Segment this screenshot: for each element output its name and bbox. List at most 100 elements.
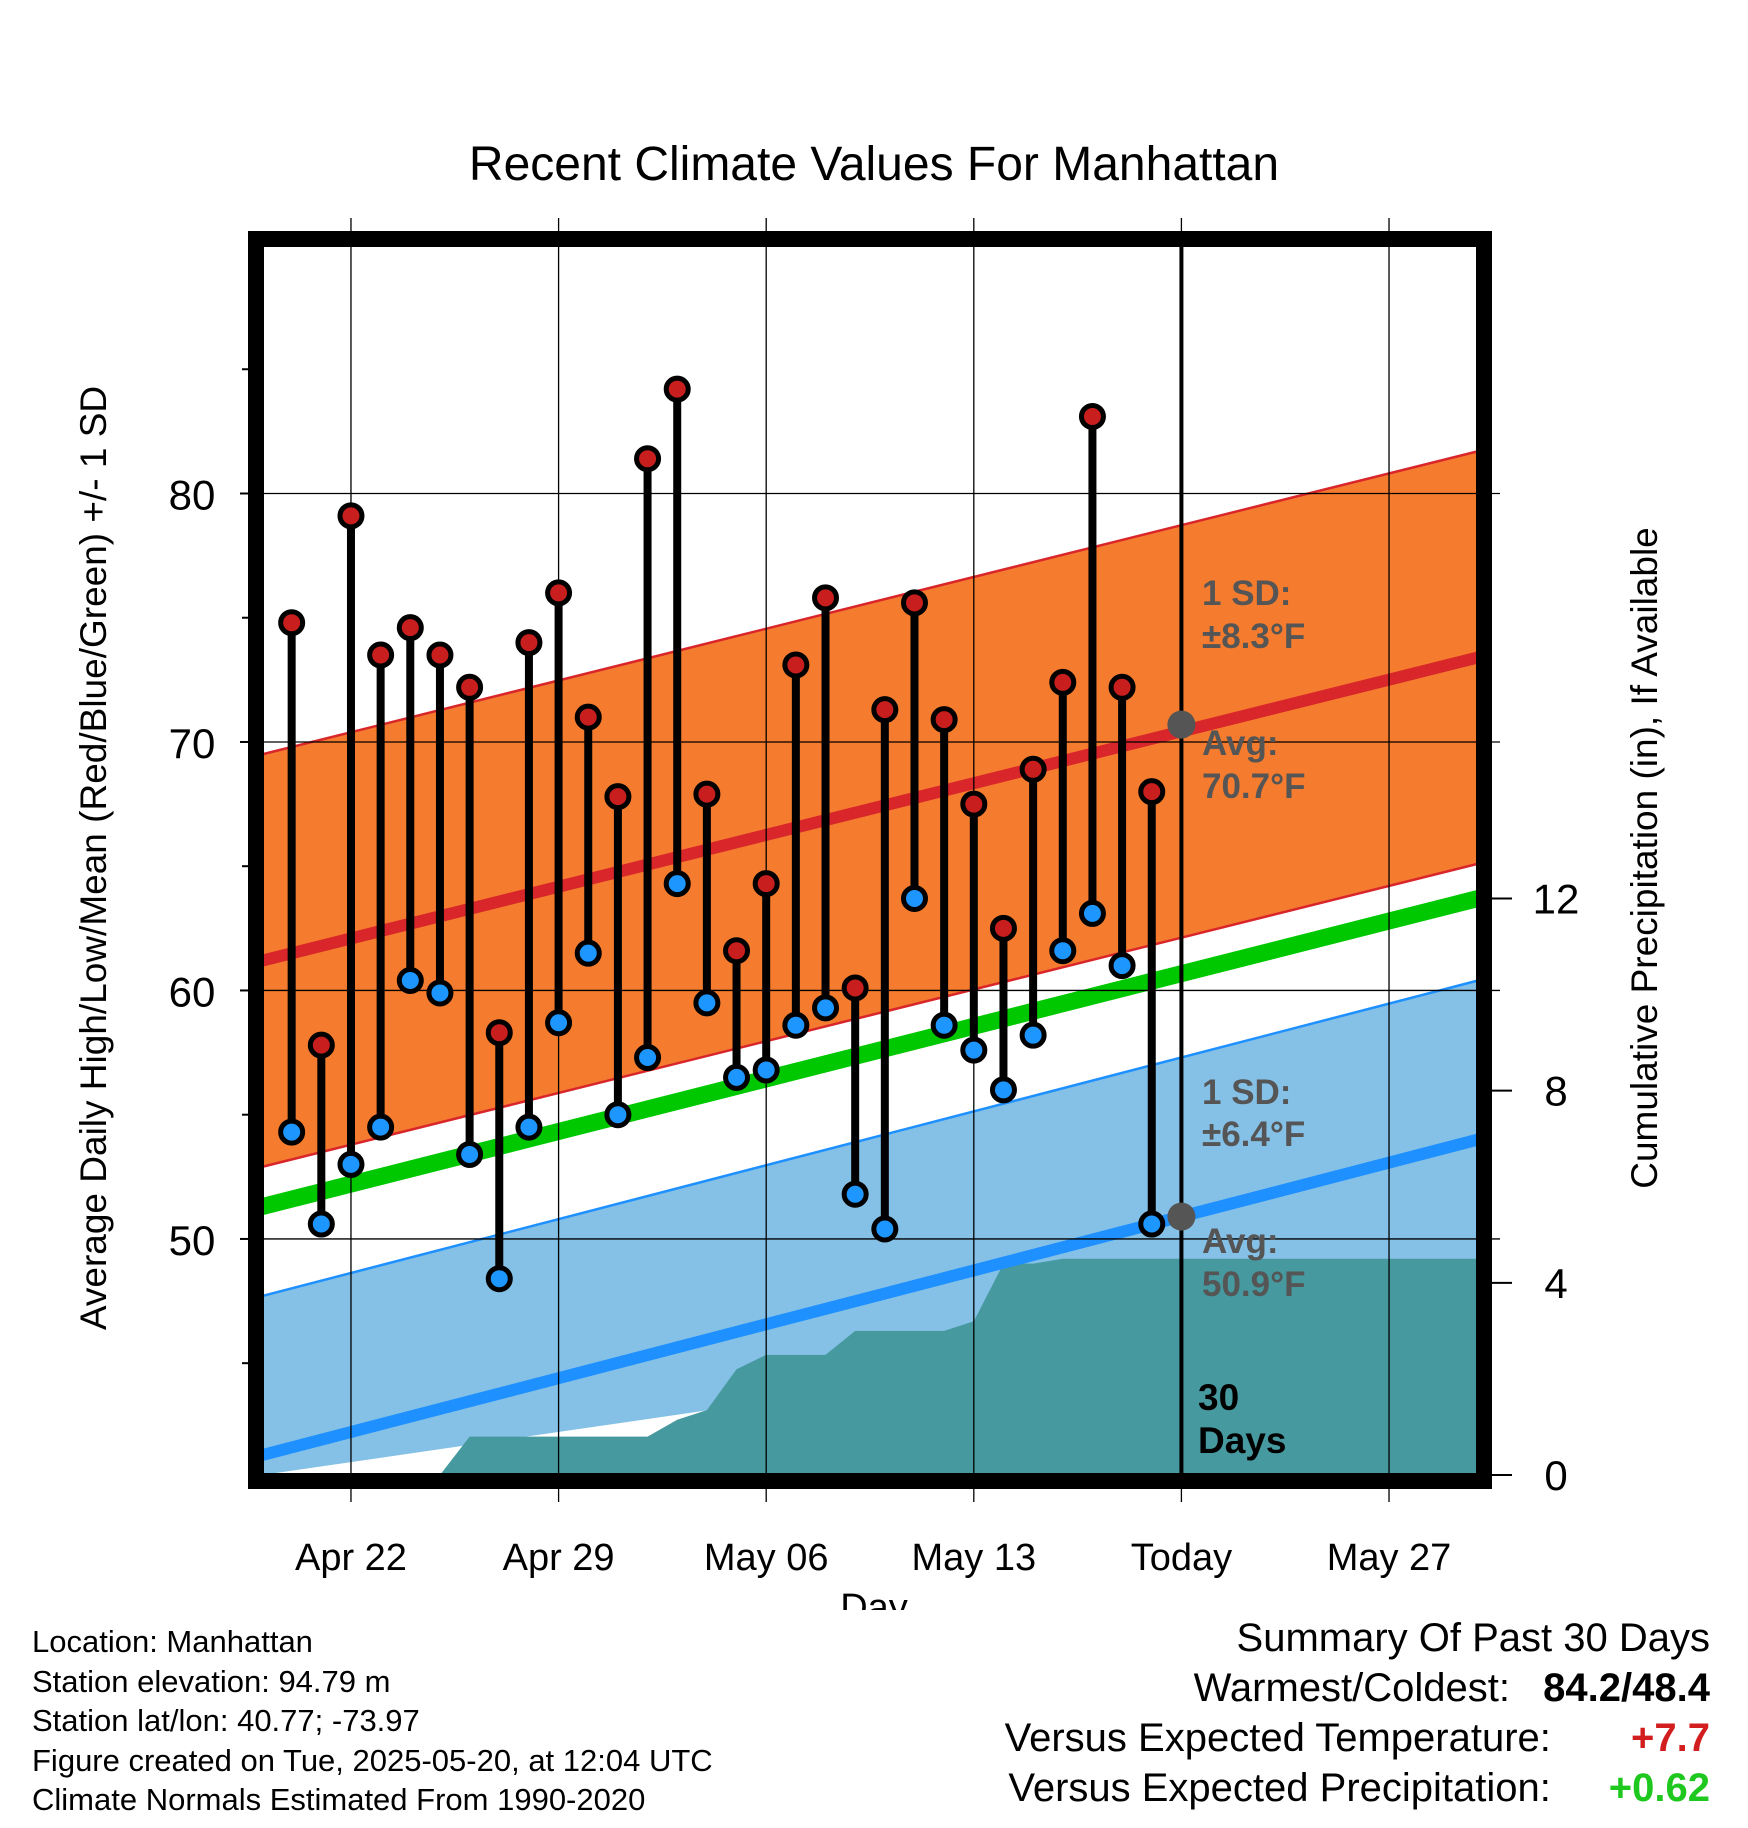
chart-title: Recent Climate Values For Manhattan	[469, 138, 1279, 191]
y-tick-label: 50	[169, 1217, 216, 1264]
high-point	[871, 696, 899, 724]
high-band-lower-edge	[261, 862, 1479, 1169]
x-tick-label: May 06	[704, 1537, 829, 1579]
high-band-upper-edge	[261, 450, 1479, 756]
annotations: 1 SD: ±8.3°F Avg: 70.7°F 1 SD: ±6.4°F Av…	[1198, 574, 1306, 1461]
high-point	[574, 703, 602, 731]
low-point	[604, 1101, 632, 1129]
low-point	[723, 1063, 751, 1091]
high-point	[545, 579, 573, 607]
low-point	[426, 979, 454, 1007]
x-tick-label: Apr 22	[295, 1537, 407, 1579]
x-tick-label: May 13	[911, 1537, 1036, 1579]
low-avg-value: 50.9°F	[1202, 1265, 1306, 1304]
x-tick-label: May 27	[1327, 1537, 1452, 1579]
chart-labels: Recent Climate Values For Manhattan Day …	[73, 138, 1665, 1610]
summary-title: Summary Of Past 30 Days	[1236, 1616, 1710, 1660]
days-number: 30	[1198, 1377, 1239, 1418]
y2-tick-label: 12	[1533, 875, 1580, 922]
high-point	[900, 589, 928, 617]
temp-label: Versus Expected Temperature:	[1004, 1716, 1551, 1760]
high-avg-value: 70.7°F	[1202, 767, 1306, 806]
low-point	[871, 1215, 899, 1243]
high-point	[841, 974, 869, 1002]
low-point	[782, 1011, 810, 1039]
high-point	[989, 914, 1017, 942]
y2-tick-label: 0	[1544, 1452, 1567, 1499]
high-point	[723, 937, 751, 965]
low-point	[812, 994, 840, 1022]
low-point	[456, 1140, 484, 1168]
low-point	[841, 1180, 869, 1208]
low-sd-band	[262, 980, 1478, 1475]
low-point	[1138, 1210, 1166, 1238]
high-point	[1078, 402, 1106, 430]
high-point	[367, 641, 395, 669]
precip-value: +0.62	[1608, 1766, 1710, 1810]
low-point	[663, 870, 691, 898]
high-point	[782, 651, 810, 679]
avg-high-line	[260, 651, 1480, 967]
high-point	[1019, 755, 1047, 783]
high-point	[604, 783, 632, 811]
low-point	[485, 1265, 513, 1293]
latlon-text: Station lat/lon: 40.77; -73.97	[32, 1703, 420, 1738]
elevation-text: Station elevation: 94.79 m	[32, 1663, 391, 1699]
high-point	[396, 614, 424, 642]
summary-temp-row: Versus Expected Temperature: +7.7	[1005, 1713, 1710, 1763]
summary-precip-row: Versus Expected Precipitation: +0.62	[1005, 1763, 1710, 1813]
high-avg-today-marker	[1167, 710, 1196, 739]
y2-axis-label: Cumulative Precipitation (in), If Availa…	[1624, 527, 1665, 1189]
normals-text: Climate Normals Estimated From 1990-2020	[32, 1782, 646, 1817]
precip-area	[262, 1258, 1478, 1475]
created-text: Figure created on Tue, 2025-05-20, at 12…	[32, 1742, 713, 1778]
high-point	[1049, 668, 1077, 696]
high-point	[663, 375, 691, 403]
high-point	[752, 870, 780, 898]
high-point	[634, 445, 662, 473]
low-point	[545, 1009, 573, 1037]
low-point	[396, 967, 424, 995]
low-point	[367, 1113, 395, 1141]
location-text: Location: Manhattan	[32, 1624, 313, 1659]
low-point	[515, 1113, 543, 1141]
x-axis-label: Day	[840, 1587, 908, 1610]
warmest-value: 84.2	[1543, 1666, 1622, 1710]
low-point	[989, 1076, 1017, 1104]
low-point	[1019, 1021, 1047, 1049]
y2-tick-label: 4	[1544, 1260, 1567, 1307]
high-point	[307, 1031, 335, 1059]
low-point	[900, 885, 928, 913]
low-sd-label: 1 SD:	[1202, 1073, 1291, 1112]
x-tick-label: Today	[1131, 1537, 1232, 1579]
low-point	[337, 1150, 365, 1178]
y-tick-label: 80	[169, 471, 216, 518]
low-point	[574, 939, 602, 967]
summary-panel: Summary Of Past 30 Days Warmest/Coldest:…	[1005, 1613, 1710, 1813]
plot-area: 50 60 70 80 0 4 8 12 Apr 22 Apr 29 May 06 May 13 Tod…	[169, 218, 1580, 1579]
high-point	[337, 502, 365, 530]
station-info: Location: Manhattan Station elevation: 9…	[32, 1622, 713, 1820]
high-point	[426, 641, 454, 669]
y2-tick-label: 8	[1544, 1068, 1567, 1115]
low-point	[1108, 952, 1136, 980]
precip-label: Versus Expected Precipitation:	[1008, 1766, 1551, 1810]
avg-low-line	[260, 1133, 1480, 1461]
high-point	[693, 780, 721, 808]
low-avg-today-marker	[1167, 1202, 1196, 1231]
high-point	[1108, 673, 1136, 701]
low-point	[278, 1118, 306, 1146]
y-axis-label: Average Daily High/Low/Mean (Red/Blue/Gr…	[73, 386, 114, 1330]
high-point	[930, 706, 958, 734]
low-point	[693, 989, 721, 1017]
low-sd-value: ±6.4°F	[1202, 1115, 1305, 1154]
high-point	[1138, 778, 1166, 806]
high-avg-label: Avg:	[1202, 724, 1278, 763]
high-sd-label: 1 SD:	[1202, 574, 1291, 613]
low-avg-label: Avg:	[1202, 1222, 1278, 1261]
y-tick-label: 60	[169, 968, 216, 1015]
coldest-value: 48.4	[1632, 1666, 1710, 1710]
x-tick-label: Apr 29	[503, 1537, 615, 1579]
low-point	[307, 1210, 335, 1238]
temp-value: +7.7	[1631, 1716, 1710, 1760]
